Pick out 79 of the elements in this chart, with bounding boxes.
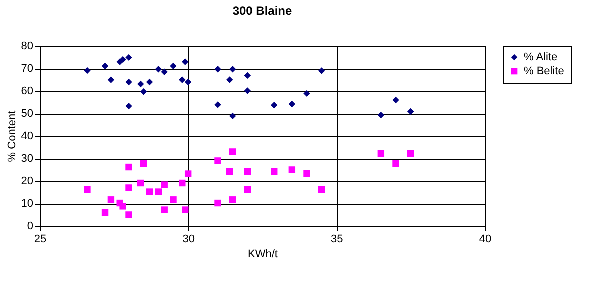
chart-title: 300 Blaine (232, 4, 293, 18)
x-tick-label: 25 (34, 234, 47, 246)
point (214, 200, 222, 207)
point (244, 72, 252, 80)
y-tick-label: 80 (21, 40, 34, 52)
point (170, 62, 177, 70)
y-tick-label: 60 (21, 86, 34, 98)
y-tick-label: 70 (21, 63, 34, 75)
point (244, 88, 252, 94)
point (179, 76, 186, 84)
point (378, 150, 385, 158)
y-tick-label: 50 (21, 108, 34, 120)
point (138, 180, 144, 187)
x-axis-title: KWh/t (248, 248, 278, 260)
point (126, 102, 132, 110)
point (288, 100, 296, 108)
y-tick-label: 20 (21, 176, 34, 188)
point (126, 184, 132, 192)
legend-label: % Belite (524, 66, 564, 78)
point (146, 78, 154, 86)
point (102, 62, 109, 70)
point (304, 170, 310, 178)
point (214, 158, 222, 164)
point (161, 206, 168, 214)
point (108, 76, 115, 84)
point (84, 186, 91, 194)
x-tick-label: 35 (331, 234, 344, 246)
point (126, 212, 132, 218)
point (392, 96, 400, 104)
point (138, 80, 144, 88)
legend-label: % Alite (524, 52, 558, 64)
point (288, 166, 296, 174)
point (318, 186, 326, 194)
point (229, 148, 236, 156)
point (244, 168, 252, 176)
point (318, 68, 326, 74)
y-tick-label: 0 (27, 220, 34, 232)
point (304, 90, 310, 98)
point (155, 188, 162, 196)
point (407, 108, 414, 116)
y-tick-label: 30 (21, 153, 34, 165)
point (140, 88, 148, 96)
point (271, 102, 278, 109)
point (407, 150, 414, 158)
point (226, 168, 234, 176)
point (170, 196, 177, 204)
point (161, 68, 168, 76)
y-tick-label: 40 (21, 130, 34, 142)
point (179, 180, 186, 187)
point (126, 54, 132, 62)
point (244, 186, 252, 194)
point (120, 203, 126, 210)
point (214, 102, 222, 108)
y-axis-title: % Content (6, 110, 18, 162)
point (184, 170, 192, 178)
point (229, 196, 236, 204)
point (184, 78, 192, 86)
point (108, 196, 115, 204)
point (378, 112, 385, 119)
point (126, 164, 132, 171)
point (392, 160, 400, 168)
point (120, 56, 126, 64)
point (140, 160, 148, 168)
point (155, 66, 162, 73)
point (102, 209, 109, 216)
point (161, 182, 168, 188)
point (229, 112, 236, 120)
point (182, 206, 189, 214)
point (229, 66, 236, 73)
point (146, 188, 154, 196)
x-tick-label: 40 (479, 234, 492, 246)
point (271, 168, 278, 176)
point (126, 78, 132, 86)
x-tick-label: 30 (182, 234, 195, 246)
point (226, 76, 234, 84)
point (182, 58, 189, 66)
point (84, 67, 91, 74)
point (214, 66, 222, 73)
y-tick-label: 10 (21, 198, 34, 210)
